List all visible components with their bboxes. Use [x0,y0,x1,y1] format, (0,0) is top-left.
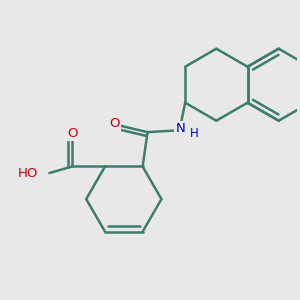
Text: N: N [176,122,185,135]
Text: HO: HO [18,167,38,179]
Text: H: H [190,127,199,140]
Text: O: O [110,118,120,130]
Text: O: O [67,127,77,140]
